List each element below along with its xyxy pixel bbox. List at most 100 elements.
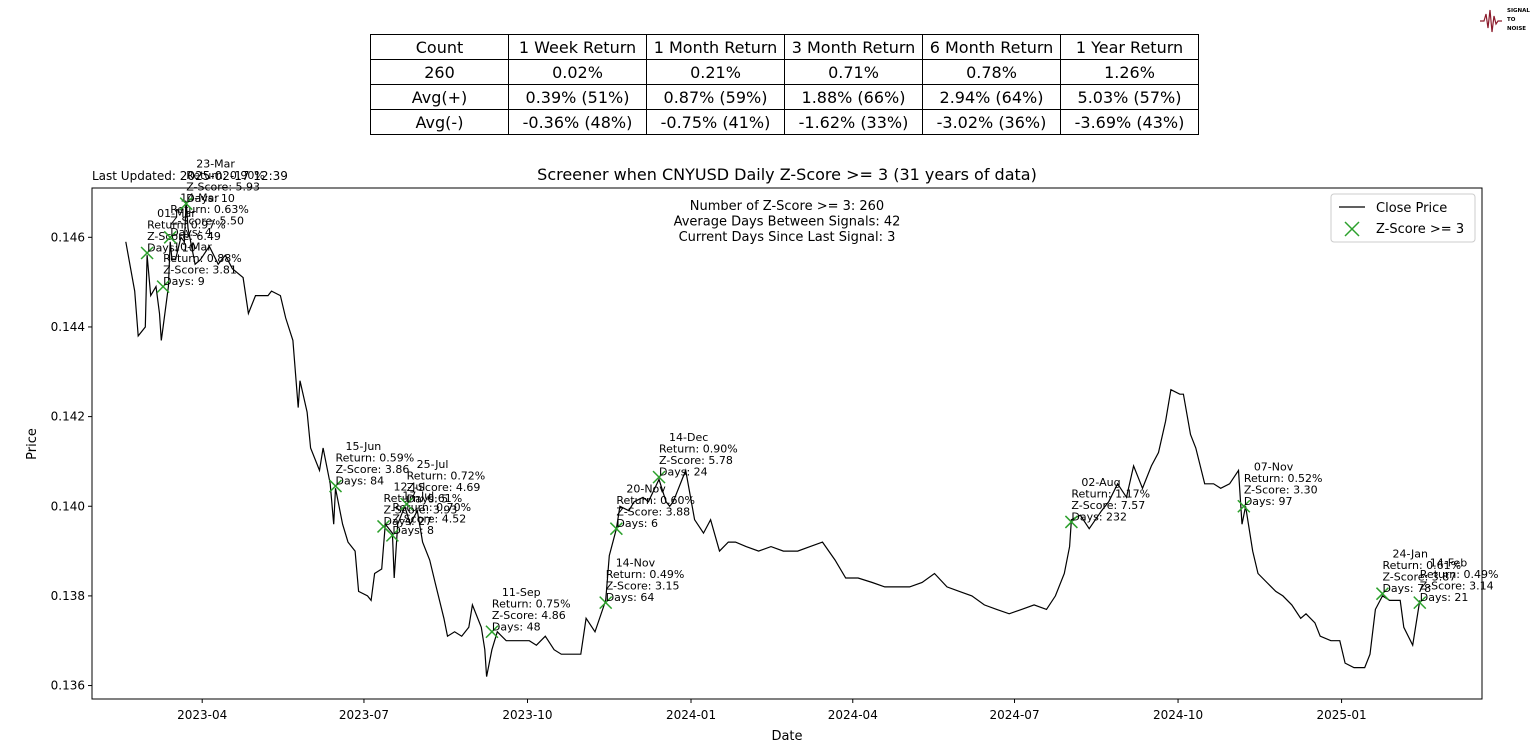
signal-marker-stroke xyxy=(163,230,177,244)
table-cell: 0.02% xyxy=(508,59,647,85)
signal-annotation-line: 11-Sep xyxy=(502,586,541,599)
logo-text-noise: NOISE xyxy=(1507,26,1526,32)
signal-annotation-line: Z-Score: 3.87 xyxy=(1382,571,1456,584)
table-cell: Avg(-) xyxy=(370,109,509,135)
signal-annotation-line: 14-Mar xyxy=(180,191,219,204)
signal-annotation-line: Days: 5 xyxy=(407,493,449,506)
signal-stats-text: Average Days Between Signals: 42 xyxy=(674,215,901,230)
x-tick-label: 2024-04 xyxy=(828,708,878,722)
x-tick-label: 2025-01 xyxy=(1317,708,1367,722)
table-cell: 0.71% xyxy=(784,59,923,85)
signal-marker-stroke xyxy=(156,280,170,294)
signal-annotation-line: Return: 0.60% xyxy=(616,494,695,507)
signal-marker-stroke xyxy=(1064,515,1078,529)
table-header-cell: Count xyxy=(370,34,509,60)
plot-frame xyxy=(91,187,1483,700)
table-header-cell: 1 Week Return xyxy=(508,34,647,60)
signal-marker-stroke xyxy=(376,519,391,533)
signal-annotation-line: Z-Score: 3.93 xyxy=(384,503,458,516)
signal-annotation-line: Days: 78 xyxy=(1382,582,1431,595)
signal-annotation-line: Return: 0.52% xyxy=(1244,472,1323,485)
signal-annotation-line: 01-Mar xyxy=(157,207,196,220)
signal-marker xyxy=(652,470,666,484)
table-cell: 1.88% (66%) xyxy=(784,84,923,110)
signal-marker-stroke xyxy=(179,197,193,211)
signal-annotation-line: Days: 27 xyxy=(384,515,433,528)
x-tick-label: 2023-04 xyxy=(177,708,227,722)
signal-marker xyxy=(400,497,414,511)
table-cell: 0.78% xyxy=(922,59,1061,85)
signal-marker-stroke xyxy=(485,625,499,639)
signal-annotation-line: Return: 0.59% xyxy=(336,452,415,465)
signal-annotation-line: 15-Jun xyxy=(346,440,382,453)
signal-annotation-line: 12-Jul xyxy=(394,480,426,493)
signal-stats-text: Number of Z-Score >= 3: 260 xyxy=(690,199,884,214)
y-tick-label: 0.146 xyxy=(51,230,85,244)
signal-annotation-line: 20-Nov xyxy=(626,483,666,496)
signal-annotation-line: 24-Jan xyxy=(1392,548,1428,561)
signal-marker-stroke xyxy=(609,522,623,536)
signal-annotation-line: 14-Nov xyxy=(616,557,656,570)
signal-to-noise-logo: SIGNAL TO NOISE xyxy=(1480,8,1530,33)
signal-annotation-line: 10-Mar xyxy=(173,241,212,254)
signal-annotation-line: Return: 0.61% xyxy=(1382,559,1461,572)
signal-annotation-line: Days: 84 xyxy=(336,475,385,488)
signal-annotation-line: Return: 0.88% xyxy=(163,252,242,265)
x-tick-label: 2024-07 xyxy=(989,708,1039,722)
table-cell: -1.62% (33%) xyxy=(784,109,923,135)
y-tick-label: 0.136 xyxy=(51,679,85,693)
y-axis-label: Price xyxy=(25,428,40,460)
signal-annotation-line: Return: 1.17% xyxy=(1071,487,1150,500)
table-row: Avg(+) 0.39% (51%) 0.87% (59%) 1.88% (66%) 2… xyxy=(370,84,1199,110)
signal-annotation-line: 07-Nov xyxy=(1254,460,1294,473)
signal-annotation-line: Z-Score: 3.14 xyxy=(1420,580,1494,593)
signal-annotation-line: Days: 6 xyxy=(616,517,658,530)
table-cell: Avg(+) xyxy=(370,84,509,110)
y-tick-label: 0.138 xyxy=(51,589,85,603)
table-header-cell: 3 Month Return xyxy=(784,34,923,60)
signal-marker xyxy=(328,479,343,493)
stats-table: Count 1 Week Return 1 Month Return 3 Month … xyxy=(370,34,1199,135)
legend-entry-label: Close Price xyxy=(1376,201,1447,216)
signal-annotation-line: 14-Feb xyxy=(1430,557,1467,570)
signal-marker xyxy=(1375,587,1389,601)
signal-marker-stroke xyxy=(1375,587,1389,601)
signal-annotation-line: Days: 232 xyxy=(1071,510,1127,523)
signal-annotation-line: Return: 0.72% xyxy=(407,470,486,483)
table-row: Avg(-) -0.36% (48%) -0.75% (41%) -1.62% (33… xyxy=(370,109,1199,135)
y-tick-label: 0.140 xyxy=(51,499,85,513)
logo-text-signal: SIGNAL xyxy=(1507,8,1530,14)
signal-annotation-line: 25-Jul xyxy=(417,458,449,471)
x-tick-label: 2024-10 xyxy=(1153,708,1203,722)
signal-annotation-line: Z-Score: 4.52 xyxy=(392,512,466,525)
signal-annotation-line: Days: 4 xyxy=(170,226,212,239)
signal-marker xyxy=(485,625,499,639)
signal-annotation-line: Return: 0.90% xyxy=(659,443,738,456)
signal-annotation-line: 02-Aug xyxy=(1081,476,1120,489)
table-cell: 0.87% (59%) xyxy=(646,84,785,110)
signal-annotation-line: Return: 0.70% xyxy=(392,501,471,514)
signal-annotation-line: Return: 0.61% xyxy=(384,492,463,505)
signal-marker xyxy=(1064,515,1078,529)
signal-annotation-line: Return: 0.90% xyxy=(186,169,265,182)
chart-title: Screener when CNYUSD Daily Z-Score >= 3 … xyxy=(537,165,1037,184)
signal-annotation-line: Days: 8 xyxy=(392,524,434,537)
signal-annotation-line: 17-Jul xyxy=(402,489,434,502)
signal-annotation-line: Return: 0.75% xyxy=(492,597,571,610)
legend-marker-swatch xyxy=(1344,221,1360,237)
signal-annotation-line: 23-Mar xyxy=(196,158,235,171)
signal-annotation-line: Z-Score: 4.69 xyxy=(407,481,481,494)
last-updated-text: Last Updated: 2025-02-17 12:39 xyxy=(92,169,288,183)
signal-annotation-line: Days: 9 xyxy=(163,275,205,288)
signal-annotation-line: Days: 10 xyxy=(186,192,235,205)
signal-annotation-line: Return: 0.49% xyxy=(606,568,685,581)
signal-annotation-line: Z-Score: 3.88 xyxy=(616,506,690,519)
x-tick-label: 2023-07 xyxy=(339,708,389,722)
signal-annotation-line: Z-Score: 3.30 xyxy=(1244,483,1318,496)
table-cell: 1.26% xyxy=(1060,59,1199,85)
close-price-line xyxy=(125,201,1421,677)
signal-marker xyxy=(609,522,623,536)
signal-marker-stroke xyxy=(328,479,343,493)
signal-marker-stroke xyxy=(1237,499,1251,513)
signal-annotation-line: Z-Score: 3.81 xyxy=(163,264,237,277)
